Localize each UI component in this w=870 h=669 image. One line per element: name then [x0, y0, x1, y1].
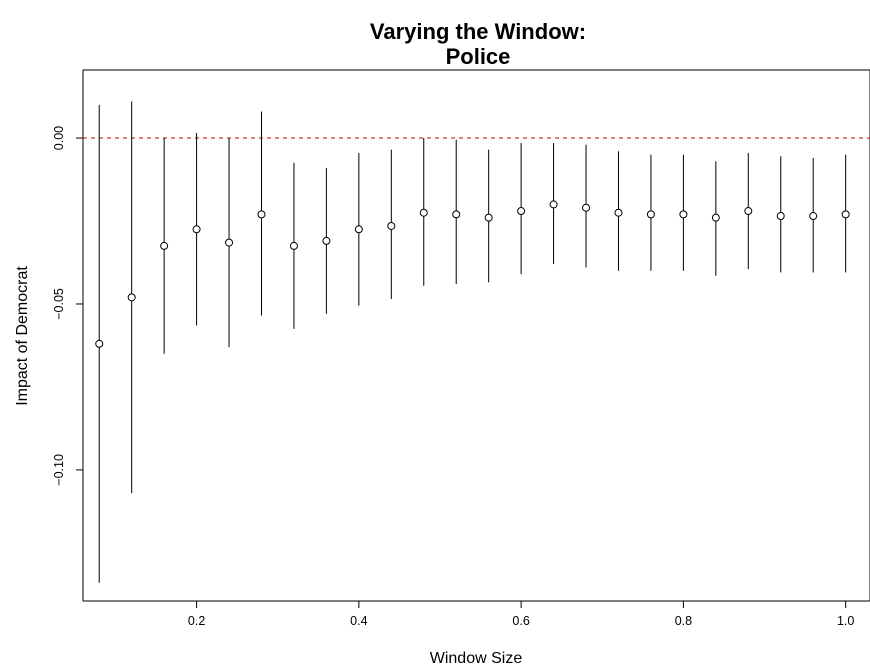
chart-title-line2: Police: [446, 44, 511, 69]
data-point: [452, 210, 461, 219]
y-axis: 0.00 −0.05 −0.10: [52, 126, 83, 486]
data-point: [127, 293, 136, 302]
data-point: [614, 208, 623, 217]
data-point: [289, 241, 298, 250]
data-point: [160, 241, 169, 250]
data-point: [95, 339, 104, 348]
y-tick-label: −0.10: [52, 454, 66, 486]
y-tick-label: 0.00: [52, 126, 66, 150]
data-point: [257, 210, 266, 219]
data-point: [517, 207, 526, 216]
x-tick-label: 0.8: [675, 614, 692, 628]
data-point: [744, 207, 753, 216]
x-tick-label: 0.4: [350, 614, 367, 628]
data-point: [582, 203, 591, 212]
x-tick-label: 0.6: [512, 614, 529, 628]
data-point: [809, 212, 818, 221]
data-point: [711, 213, 720, 222]
y-tick-label: −0.05: [52, 288, 66, 320]
data-point: [322, 236, 331, 245]
x-axis-title: Window Size: [430, 650, 523, 667]
data-point: [419, 208, 428, 217]
data-point: [484, 213, 493, 222]
data-point: [225, 238, 234, 247]
plot-frame: [82, 69, 870, 602]
data-point: [354, 225, 363, 234]
data-marks: [95, 101, 850, 583]
data-point: [776, 212, 785, 221]
data-point: [679, 210, 688, 219]
data-point: [646, 210, 655, 219]
data-point: [549, 200, 558, 209]
x-tick-label: 0.2: [188, 614, 205, 628]
x-axis: 0.2 0.4 0.6 0.8 1.0: [188, 601, 854, 628]
chart-title-line1: Varying the Window:: [370, 19, 586, 44]
x-tick-label: 1.0: [837, 614, 854, 628]
data-point: [387, 221, 396, 230]
data-point: [192, 225, 201, 234]
data-point: [841, 210, 850, 219]
y-axis-title: Impact of Democrat: [14, 266, 31, 406]
